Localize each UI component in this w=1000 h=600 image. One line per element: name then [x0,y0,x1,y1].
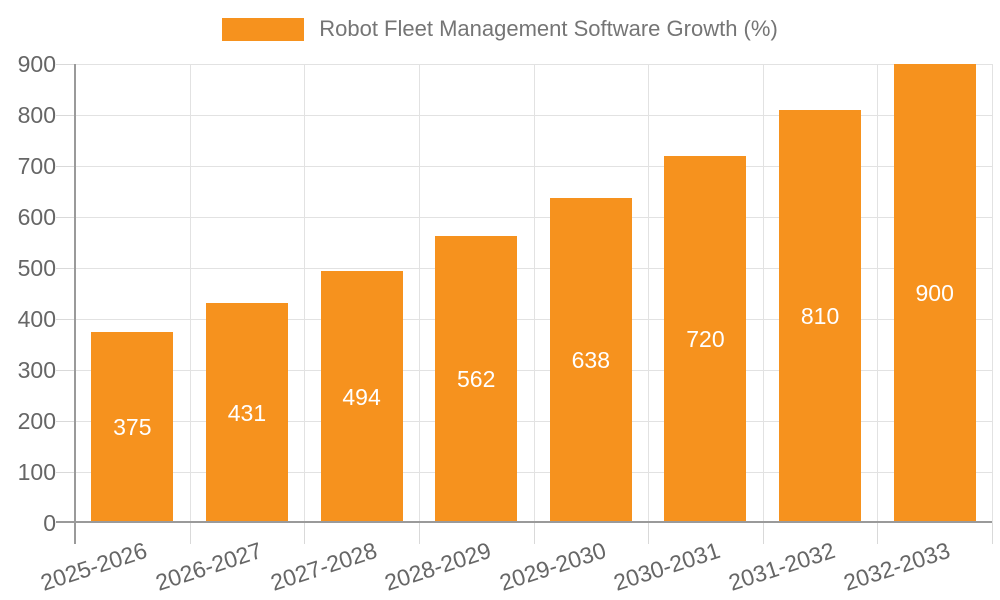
y-tick-100 [56,472,75,473]
bar-value-label: 431 [227,399,267,426]
gridline-x-boundary [877,64,879,523]
y-tick-300 [56,370,75,371]
bar-value-label: 562 [457,366,496,393]
bar-value-label: 720 [686,325,725,352]
bar-value-label: 900 [915,280,954,306]
bar-2032-2033[interactable]: 900 [893,64,976,523]
x-tick-boundary [304,523,306,544]
x-tick-boundary [533,523,535,544]
x-tick-boundary [992,523,993,544]
y-tick-700 [56,166,75,167]
y-axis-label-0: 0 [43,510,56,536]
bar-2029-2030[interactable]: 638 [549,197,632,523]
bar-2026-2027[interactable]: 431 [205,303,288,523]
gridline-x-boundary [418,64,420,523]
legend-swatch-icon [222,17,305,41]
y-axis-label-700: 700 [17,153,56,179]
gridline-x-boundary [533,64,535,523]
bar-value-label: 494 [342,383,381,410]
x-tick-boundary [418,523,420,544]
gridline-x-boundary [762,64,764,523]
y-tick-800 [56,115,75,116]
y-axis-label-100: 100 [17,459,56,485]
y-axis-label-300: 300 [17,357,56,383]
y-axis-line [74,64,76,544]
x-tick-boundary [189,523,191,544]
plot-area: 375 431 494 562 638 720 810 900 [56,64,993,544]
y-axis-label-500: 500 [17,255,56,281]
x-axis-label-2029-2030: 2029-2030 [496,537,609,596]
x-axis-label-2030-2031: 2030-2031 [610,537,724,596]
x-axis-line [56,521,992,523]
gridline-x-boundary [304,64,306,523]
x-axis-label-2027-2028: 2027-2028 [266,537,380,596]
gridline-x-boundary [992,64,993,523]
x-axis-label-2031-2032: 2031-2032 [725,537,839,596]
bar-2031-2032[interactable]: 810 [779,109,862,523]
x-axis-label-2026-2027: 2026-2027 [152,537,265,596]
x-tick-boundary [648,523,650,544]
legend-label: Robot Fleet Management Software Growth (… [319,16,778,41]
y-tick-200 [56,421,75,422]
y-tick-500 [56,268,75,269]
gridline-x-boundary [189,64,191,523]
bar-2030-2031[interactable]: 720 [664,155,747,523]
x-tick-boundary [877,523,879,544]
y-axis-label-400: 400 [17,306,56,332]
bar-value-label: 810 [800,302,840,329]
x-axis-label-2032-2033: 2032-2033 [840,537,953,596]
bar-2028-2029[interactable]: 562 [435,236,518,523]
y-axis-label-200: 200 [17,408,56,434]
y-tick-900 [56,64,75,65]
bar-2027-2028[interactable]: 494 [320,271,403,523]
y-tick-600 [56,217,75,218]
x-tick-boundary [762,523,764,544]
y-tick-400 [56,319,75,320]
y-axis-label-600: 600 [17,204,56,230]
bar-value-label: 638 [571,346,610,373]
x-axis-label-2028-2029: 2028-2029 [381,537,495,596]
bar-value-label: 375 [113,413,152,440]
bar-2025-2026[interactable]: 375 [91,331,174,523]
y-axis-labels: 0 100 200 300 400 500 600 700 800 900 [0,0,56,600]
y-axis-label-900: 900 [17,51,56,77]
y-axis-label-800: 800 [17,102,56,128]
legend[interactable]: Robot Fleet Management Software Growth (… [0,16,1000,42]
gridline-x-boundary [648,64,650,523]
